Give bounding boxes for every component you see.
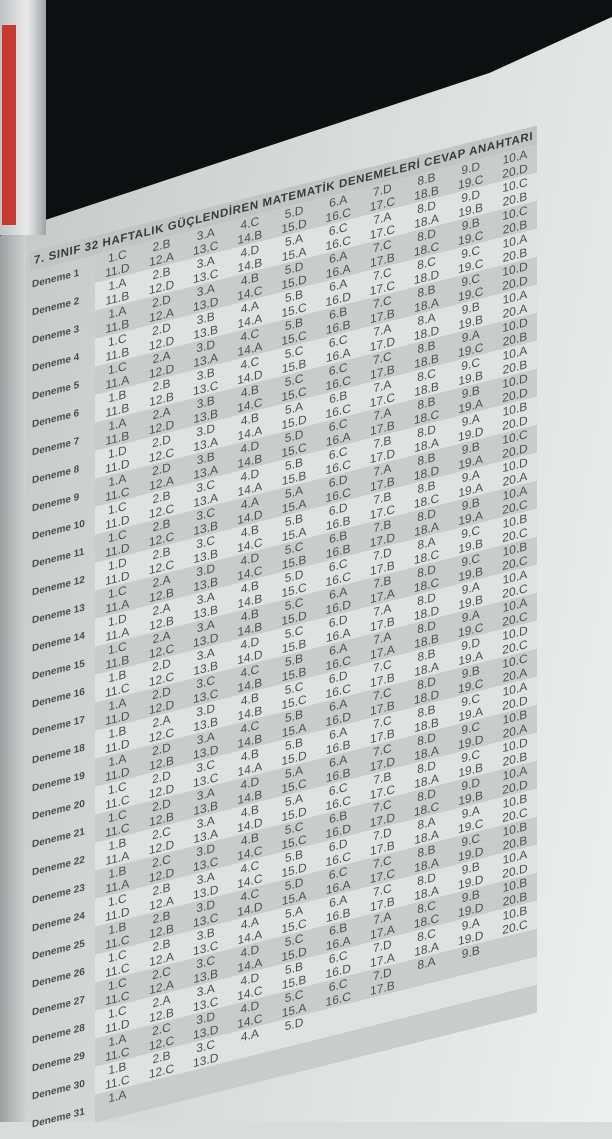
book-spine-red-strip: [2, 25, 16, 225]
answer-key-table-wrapper: 7. SINIF 32 HAFTALIK GÜÇLENDİREN MATEMAT…: [30, 125, 538, 1139]
page-edge-shadow: [0, 230, 26, 1122]
answer-key-table: 7. SINIF 32 HAFTALIK GÜÇLENDİREN MATEMAT…: [30, 125, 538, 1139]
book-spine: [0, 0, 46, 235]
